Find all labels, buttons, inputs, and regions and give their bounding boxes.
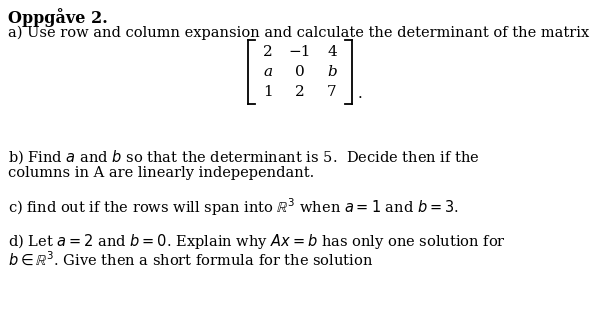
Text: 1: 1 <box>263 85 273 99</box>
Text: −1: −1 <box>288 45 311 59</box>
Text: $b \in \mathbb{R}^3$. Give then a short formula for the solution: $b \in \mathbb{R}^3$. Give then a short … <box>8 250 373 268</box>
Text: .: . <box>358 87 363 101</box>
Text: 2: 2 <box>263 45 273 59</box>
Text: a: a <box>263 65 273 79</box>
Text: b) Find $a$ and $b$ so that the determinant is 5.  Decide then if the: b) Find $a$ and $b$ so that the determin… <box>8 148 480 166</box>
Text: d) Let $a = 2$ and $b = 0$. Explain why $Ax = b$ has only one solution for: d) Let $a = 2$ and $b = 0$. Explain why … <box>8 232 506 251</box>
Text: 0: 0 <box>295 65 305 79</box>
Text: c) find out if the rows will span into $\mathbb{R}^3$ when $a = 1$ and $b = 3$.: c) find out if the rows will span into $… <box>8 196 459 218</box>
Text: Oppgåve 2.: Oppgåve 2. <box>8 8 108 27</box>
Text: columns in A are linearly indepependant.: columns in A are linearly indepependant. <box>8 166 314 180</box>
Text: 4: 4 <box>327 45 337 59</box>
Text: 7: 7 <box>327 85 337 99</box>
Text: a) Use row and column expansion and calculate the determinant of the matrix: a) Use row and column expansion and calc… <box>8 26 589 40</box>
Text: 2: 2 <box>295 85 305 99</box>
Text: b: b <box>327 65 337 79</box>
